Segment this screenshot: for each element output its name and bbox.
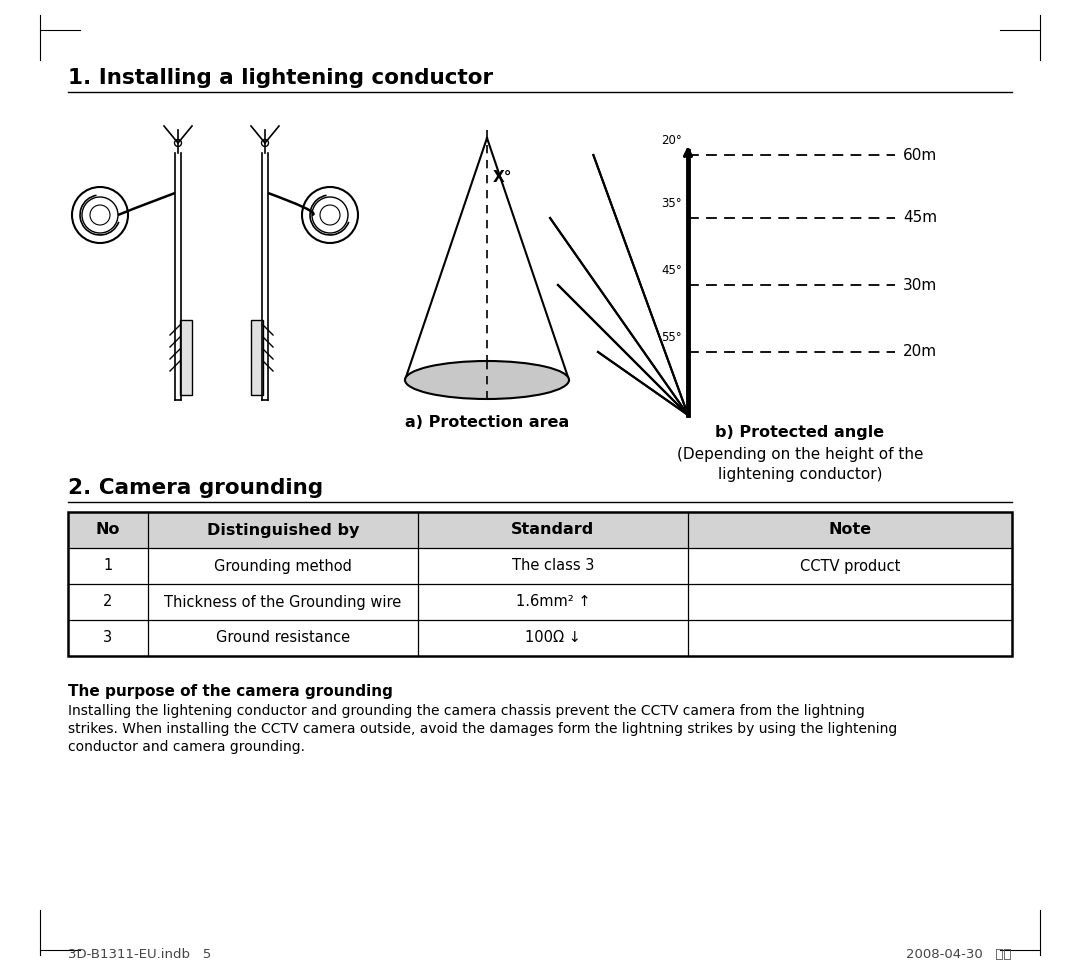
Text: 1: 1 (104, 559, 112, 573)
Bar (68, 512, 1012, 656)
Text: 2: 2 (104, 594, 112, 610)
Text: Thickness of the Grounding wire: Thickness of the Grounding wire (164, 594, 402, 610)
Text: 1. Installing a lightening conductor: 1. Installing a lightening conductor (68, 68, 494, 88)
Text: 20°: 20° (661, 134, 681, 147)
Text: lightening conductor): lightening conductor) (718, 467, 882, 482)
Text: b) Protected angle: b) Protected angle (715, 425, 885, 440)
Text: 2. Camera grounding: 2. Camera grounding (68, 478, 323, 498)
Text: The purpose of the camera grounding: The purpose of the camera grounding (68, 684, 393, 699)
Text: Distinguished by: Distinguished by (206, 523, 360, 537)
Text: 3: 3 (104, 630, 112, 646)
Text: 1.6mm² ↑: 1.6mm² ↑ (515, 594, 591, 610)
Bar (68, 512, 1012, 548)
Text: 60m: 60m (903, 147, 937, 163)
Text: Installing the lightening conductor and grounding the camera chassis prevent the: Installing the lightening conductor and … (68, 704, 865, 718)
Circle shape (175, 139, 181, 146)
Text: 3D-B1311-EU.indb   5: 3D-B1311-EU.indb 5 (68, 948, 212, 960)
Text: Ground resistance: Ground resistance (216, 630, 350, 646)
Text: Standard: Standard (511, 523, 595, 537)
Text: Note: Note (828, 523, 872, 537)
Text: conductor and camera grounding.: conductor and camera grounding. (68, 740, 305, 754)
Text: No: No (96, 523, 120, 537)
Bar (251, 320, 264, 395)
Circle shape (261, 139, 269, 146)
Text: 45°: 45° (661, 264, 681, 277)
Text: (Depending on the height of the: (Depending on the height of the (677, 447, 923, 462)
Text: 2008-04-30   오후: 2008-04-30 오후 (906, 948, 1012, 960)
Text: Grounding method: Grounding method (214, 559, 352, 573)
Bar (180, 320, 192, 395)
Text: a) Protection area: a) Protection area (405, 415, 569, 430)
Text: 20m: 20m (903, 345, 937, 359)
Text: 35°: 35° (661, 197, 681, 210)
Text: 30m: 30m (903, 278, 937, 292)
Text: 45m: 45m (903, 210, 937, 226)
Text: 55°: 55° (661, 331, 681, 344)
Text: CCTV product: CCTV product (800, 559, 901, 573)
Ellipse shape (405, 361, 569, 399)
Text: strikes. When installing the CCTV camera outside, avoid the damages form the lig: strikes. When installing the CCTV camera… (68, 722, 897, 736)
Text: The class 3: The class 3 (512, 559, 594, 573)
Text: 100Ω ↓: 100Ω ↓ (525, 630, 581, 646)
Text: X°: X° (492, 170, 513, 186)
